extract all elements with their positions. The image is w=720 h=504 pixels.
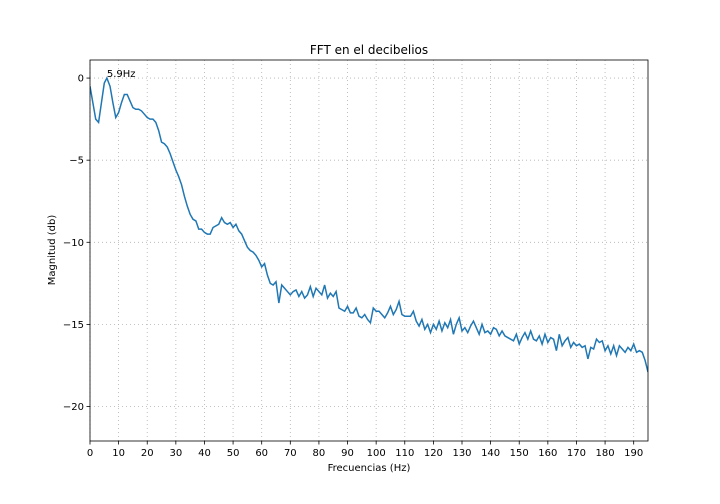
plot-frame [89, 59, 649, 442]
x-tick-label: 150 [510, 448, 529, 459]
x-tick-label: 190 [624, 448, 643, 459]
x-tick-label: 70 [284, 448, 297, 459]
y-axis-label: Magnitud (db) [47, 215, 58, 286]
x-tick-label: 170 [567, 448, 586, 459]
x-tick-label: 0 [87, 448, 93, 459]
y-tick-label: −20 [63, 402, 84, 413]
x-tick-label: 110 [395, 448, 414, 459]
x-tick-label: 30 [169, 448, 182, 459]
y-tick-label: −15 [63, 320, 84, 331]
annotation: 5.9Hz [107, 69, 136, 80]
x-tick-label: 80 [313, 448, 326, 459]
x-tick-label: 50 [227, 448, 240, 459]
x-tick-label: 120 [424, 448, 443, 459]
x-tick-label: 140 [481, 448, 500, 459]
x-tick-label: 10 [112, 448, 125, 459]
x-tick-label: 40 [198, 448, 211, 459]
x-tick-label: 100 [367, 448, 386, 459]
x-tick-label: 160 [538, 448, 557, 459]
x-tick-label: 90 [341, 448, 354, 459]
data-line [90, 76, 648, 373]
x-axis-label: Frecuencias (Hz) [328, 463, 411, 474]
chart-title: FFT en el decibelios [310, 43, 428, 57]
y-tick-label: −10 [63, 238, 84, 249]
x-tick-label: 20 [141, 448, 154, 459]
y-tick-label: 0 [78, 74, 84, 85]
x-tick-label: 180 [596, 448, 615, 459]
x-tick-label: 60 [255, 448, 268, 459]
x-tick-label: 130 [452, 448, 471, 459]
y-tick-label: −5 [69, 156, 84, 167]
